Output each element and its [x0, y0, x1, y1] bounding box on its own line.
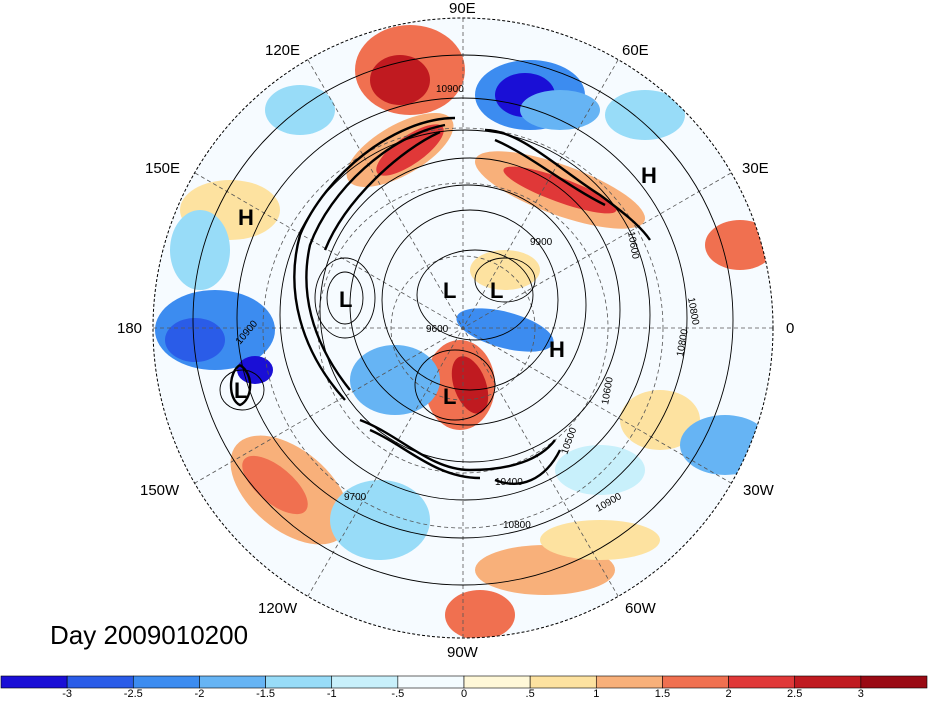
- longitude-label-90w: 90W: [447, 644, 478, 661]
- map-boundary: [152, 17, 774, 639]
- colorbar-tick-label: -1.5: [256, 688, 276, 700]
- colorbar-swatch: [132, 675, 200, 689]
- colorbar-swatch: [199, 675, 266, 689]
- contour-label: 10600: [600, 376, 616, 406]
- colorbar-swatch: [331, 675, 399, 689]
- colorbar-tick-label: 2: [725, 688, 732, 700]
- longitude-label-0: 0: [786, 320, 795, 337]
- colorbar-swatch: [595, 675, 663, 689]
- colorbar-tick-label: -.5: [391, 688, 405, 700]
- colorbar-swatch: [397, 675, 465, 689]
- graticule: [153, 18, 773, 638]
- colorbar-tick-label: .5: [525, 688, 535, 700]
- longitude-label-30w: 30W: [743, 482, 774, 499]
- longitude-label-120e: 120E: [265, 42, 301, 59]
- colorbar-swatch: [529, 675, 597, 689]
- colorbar: [0, 675, 928, 689]
- longitude-label-180: 180: [117, 320, 143, 337]
- colorbar-tick-label: -2: [194, 688, 205, 700]
- colorbar-tick-label: -2.5: [123, 688, 143, 700]
- colorbar-tick-label: 0: [460, 688, 468, 700]
- colorbar-tick-label: -3: [62, 688, 73, 700]
- colorbar-swatch: [463, 675, 531, 689]
- geopotential-contours: [192, 54, 734, 586]
- longitude-label-60w: 60W: [625, 600, 656, 617]
- colorbar-tick-label: 2.5: [787, 688, 803, 700]
- low-pressure-label: L: [234, 378, 247, 403]
- contour-label: 9700: [344, 492, 367, 503]
- colorbar-tick-label: -1: [326, 688, 337, 700]
- colorbar-swatch: [265, 675, 333, 689]
- high-pressure-label: H: [549, 337, 565, 362]
- longitude-label-90e: 90E: [449, 0, 476, 17]
- contour-label: 10600: [625, 231, 641, 261]
- contour-label: 10800: [675, 328, 691, 358]
- contour-label: 10800: [503, 520, 531, 531]
- colorbar-swatch: [66, 675, 134, 689]
- contour-label: 10800: [685, 297, 701, 327]
- longitude-label-120w: 120W: [258, 600, 298, 617]
- colorbar-swatch: [0, 675, 68, 689]
- low-pressure-label: L: [443, 384, 456, 409]
- colorbar-tick-label: 1: [593, 688, 600, 700]
- day-title: Day 2009010200: [50, 620, 249, 650]
- colorbar-swatch: [662, 675, 729, 689]
- longitude-label-150e: 150E: [145, 160, 181, 177]
- longitude-label-150w: 150W: [140, 482, 180, 499]
- contour-label: 9900: [530, 237, 553, 248]
- contour-label: 9600: [426, 324, 449, 335]
- colorbar-swatch: [794, 675, 862, 689]
- colorbar-tick-label: 3: [857, 688, 864, 700]
- colorbar-swatch: [728, 675, 796, 689]
- contour-label: 10900: [436, 84, 464, 95]
- colorbar-swatch: [860, 675, 928, 689]
- high-pressure-label: H: [238, 205, 254, 230]
- low-pressure-label: L: [339, 287, 352, 312]
- low-pressure-label: L: [490, 278, 503, 303]
- longitude-label-60e: 60E: [622, 42, 649, 59]
- high-pressure-label: H: [641, 163, 657, 188]
- contour-label: 10400: [495, 477, 523, 488]
- jet-isotachs: [229, 116, 651, 485]
- longitude-label-30e: 30E: [742, 160, 769, 177]
- pressure-system-labels: H H H L L L L L: [234, 163, 657, 409]
- colorbar-tick-label: 1.5: [654, 688, 671, 700]
- low-pressure-label: L: [443, 278, 456, 303]
